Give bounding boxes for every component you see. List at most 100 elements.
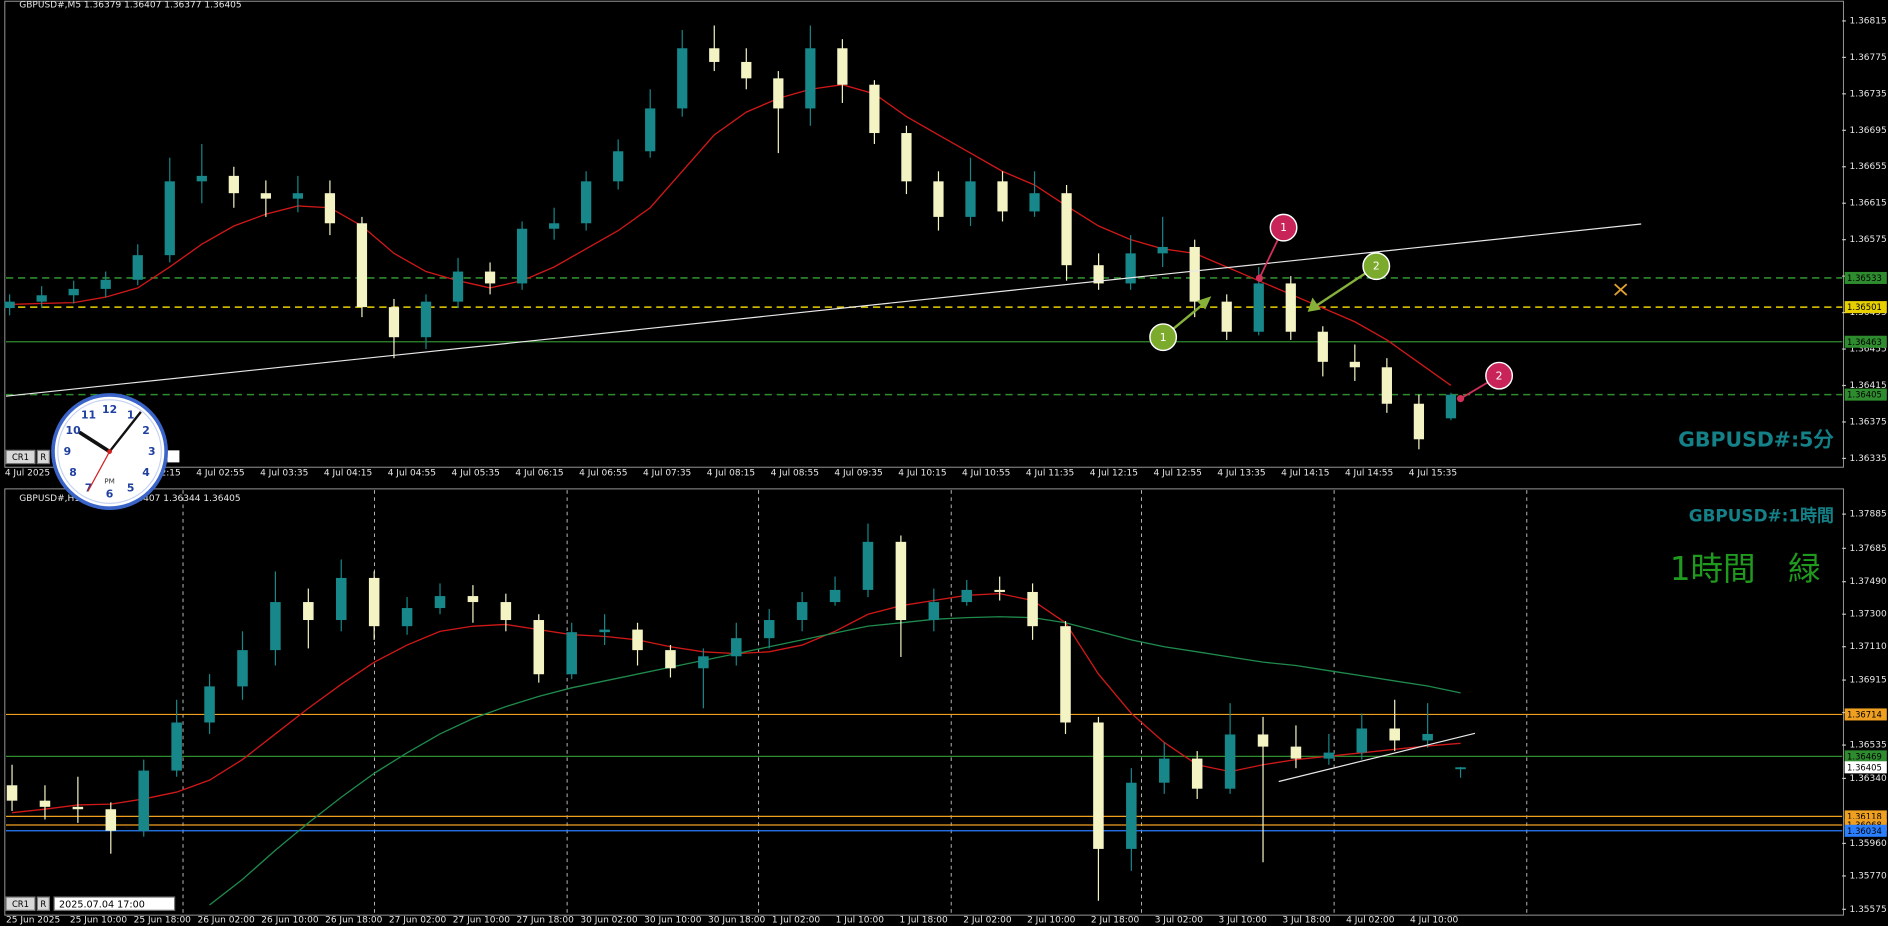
button[interactable] — [36, 896, 50, 911]
y-tick-label: 1.36335 — [1849, 454, 1886, 464]
x-tick-label: 4 Jul 12:15 — [1090, 469, 1138, 479]
candle-body — [895, 541, 907, 621]
clock-pin — [107, 449, 112, 454]
candle-body — [270, 602, 281, 651]
candle-body — [1221, 301, 1232, 332]
clock-hand — [87, 451, 111, 492]
x-tick-label: 27 Jun 02:00 — [389, 915, 447, 925]
candle-body — [1061, 193, 1072, 266]
clock-number: 10 — [66, 424, 82, 437]
y-tick-label: 1.36815 — [1849, 16, 1886, 26]
candle-body — [1422, 733, 1433, 741]
candle-body — [1323, 752, 1335, 759]
x-tick-label: 26 Jun 02:00 — [197, 915, 255, 925]
candle-body — [1389, 728, 1400, 741]
marker-label: 2 — [1373, 260, 1380, 273]
clock-number: 8 — [69, 466, 77, 479]
candle-body — [994, 589, 1005, 592]
button-label[interactable]: R — [40, 452, 46, 462]
candle-body — [467, 596, 479, 603]
moving-average — [209, 616, 1461, 906]
candle-body — [401, 608, 413, 627]
button-label[interactable]: CR1 — [12, 452, 29, 462]
candle-body — [356, 223, 368, 308]
candle-body — [805, 48, 816, 109]
button[interactable] — [5, 449, 36, 465]
clock-number: 4 — [142, 466, 150, 479]
candle-body — [132, 255, 143, 280]
x-tick-label: 4 Jul 02:55 — [196, 469, 244, 479]
candle-body — [901, 133, 912, 182]
button[interactable] — [5, 896, 36, 911]
price-tag-label: 1.36118 — [1847, 812, 1882, 822]
y-tick-label: 1.36775 — [1849, 53, 1886, 63]
button-label[interactable]: R — [40, 899, 46, 909]
candle-body — [100, 279, 111, 289]
x-tick-label: 3 Jul 10:00 — [1219, 915, 1268, 925]
candle-body — [613, 151, 624, 182]
candle-body — [829, 589, 841, 603]
x-tick-label: 4 Jul 13:35 — [1217, 469, 1265, 479]
plots: 1.36815 1.36775 1.36735 1.36695 1.36655 1.366… — [4, 0, 1887, 925]
candle-body — [1349, 361, 1360, 368]
candle-body — [773, 78, 784, 109]
y-tick-label: 1.37490 — [1849, 577, 1887, 587]
candle-body — [105, 809, 117, 831]
y-tick-label: 1.35960 — [1849, 839, 1887, 849]
clock-number: 1 — [127, 409, 135, 422]
x-tick-label: 4 Jul 14:15 — [1281, 469, 1329, 479]
clock-number: 7 — [85, 482, 93, 495]
candle-body — [731, 638, 742, 657]
y-tick-label: 1.36375 — [1849, 417, 1886, 427]
candle-body — [324, 193, 336, 224]
x-tick-label: 4 Jul 08:15 — [707, 469, 755, 479]
candle-body — [1027, 591, 1038, 627]
candle-body — [1445, 394, 1457, 419]
button-label[interactable]: CR1 — [12, 899, 29, 909]
tool-icon — [1614, 283, 1628, 296]
x-tick-label: 4 Jul 10:00 — [1410, 915, 1459, 925]
candle-body — [335, 577, 347, 621]
price-tag-label: 1.36533 — [1847, 273, 1882, 283]
price-tag — [1844, 301, 1887, 314]
candle-body — [1356, 728, 1368, 753]
price-tag — [1844, 824, 1887, 837]
candle-body — [434, 596, 446, 609]
candle-body — [237, 650, 248, 687]
clock-number: 6 — [106, 487, 114, 500]
moving-average — [9, 84, 1452, 386]
marker-label: 2 — [1496, 369, 1503, 382]
candle-body — [1093, 265, 1104, 284]
clock-number: 2 — [142, 424, 150, 437]
candle-body — [645, 108, 656, 152]
price-tag — [1844, 335, 1887, 348]
x-tick-label: 1 Jul 02:00 — [772, 915, 821, 925]
clock-number: 12 — [102, 403, 117, 416]
candle-body — [500, 602, 512, 621]
button[interactable] — [167, 450, 180, 463]
price-tag — [1844, 708, 1887, 721]
x-tick-label: 2 Jul 10:00 — [1027, 915, 1076, 925]
x-tick-label: 4 Jul 09:35 — [834, 469, 882, 479]
y-tick-label: 1.36655 — [1849, 162, 1886, 172]
price-tag — [1844, 761, 1887, 774]
clock-number: 3 — [148, 445, 156, 458]
button[interactable] — [36, 449, 50, 465]
x-tick-label: 1 Jul 18:00 — [899, 915, 948, 925]
price-tag-label: 1.36405 — [1847, 762, 1882, 772]
clock-hand — [108, 411, 142, 453]
annotation-markers: 1 2 1 2 — [1149, 213, 1514, 403]
marker — [1362, 252, 1391, 281]
x-tick-label: 26 Jun 18:00 — [325, 915, 383, 925]
panel-frame — [4, 0, 1844, 468]
candle-body — [1290, 746, 1302, 759]
clock-number: 9 — [64, 445, 72, 458]
y-tick-label: 1.37300 — [1849, 610, 1887, 620]
x-tick-label: 27 Jun 18:00 — [517, 915, 575, 925]
candle-body — [68, 288, 79, 296]
price-tag — [1844, 388, 1887, 401]
candle-body — [1093, 722, 1104, 849]
candle-body — [72, 806, 84, 810]
